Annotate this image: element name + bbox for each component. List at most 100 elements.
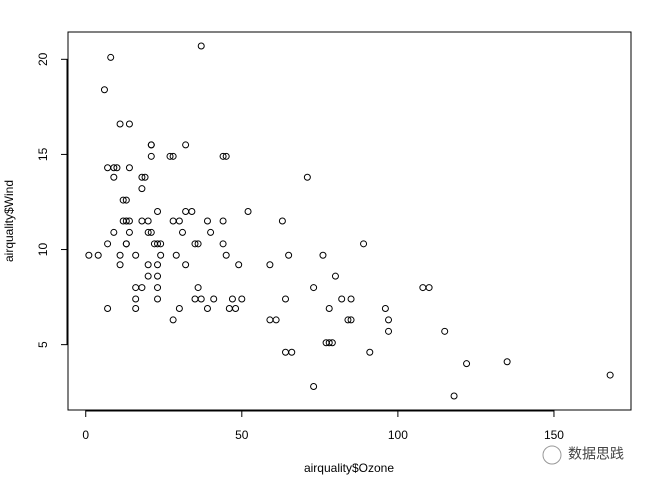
point (178, 228, 186, 236)
point (503, 358, 511, 366)
point (606, 371, 614, 379)
point (347, 295, 355, 303)
point (238, 295, 246, 303)
point (147, 228, 155, 236)
point (203, 305, 211, 312)
x-tick-label: 50 (235, 428, 249, 442)
point (175, 305, 183, 312)
point (228, 295, 236, 303)
point (203, 217, 211, 225)
point (116, 261, 124, 269)
point (110, 164, 118, 172)
point (463, 360, 471, 368)
point (222, 152, 230, 160)
point (381, 305, 389, 312)
point (207, 228, 215, 236)
point (113, 164, 121, 172)
point (138, 173, 146, 181)
point (235, 261, 243, 269)
point (347, 316, 355, 324)
point (182, 207, 190, 215)
y-tick-label: 5 (36, 341, 50, 348)
point (450, 392, 458, 400)
point (222, 251, 230, 259)
y-tick-label: 10 (36, 243, 50, 257)
point (107, 53, 115, 61)
point (425, 284, 433, 292)
point (147, 152, 155, 160)
point (154, 295, 162, 303)
point (266, 261, 274, 269)
point (182, 261, 190, 269)
watermark-text: 数据思践 (568, 446, 624, 462)
point (328, 339, 336, 347)
point (138, 284, 146, 292)
point (288, 348, 296, 356)
point (385, 316, 393, 324)
point (219, 240, 227, 248)
point (119, 196, 127, 204)
point (319, 251, 327, 259)
point (366, 348, 374, 356)
point (100, 86, 108, 94)
point (331, 272, 339, 280)
point (116, 120, 124, 128)
watermark-icon (542, 445, 562, 465)
point (360, 240, 368, 248)
x-tick-label: 100 (388, 428, 408, 442)
point (285, 251, 293, 259)
point (310, 382, 318, 390)
point (154, 240, 162, 248)
point (157, 240, 165, 248)
point (147, 141, 155, 149)
point (132, 295, 140, 303)
point (194, 240, 202, 248)
point (325, 339, 333, 347)
point (154, 207, 162, 215)
point (385, 327, 393, 335)
point (303, 173, 311, 181)
point (94, 251, 102, 259)
point (132, 305, 140, 312)
point (125, 120, 133, 128)
point (182, 141, 190, 149)
point (110, 173, 118, 181)
point (110, 228, 118, 236)
point (104, 305, 112, 312)
plot-frame (67, 31, 632, 411)
point (122, 217, 130, 225)
point (169, 316, 177, 324)
point (85, 251, 93, 259)
y-axis-label: airquality$Wind (2, 180, 16, 262)
point (344, 316, 352, 324)
point (338, 295, 346, 303)
point (194, 284, 202, 292)
point (138, 185, 146, 193)
x-tick-label: 0 (82, 428, 89, 442)
y-tick-label: 20 (36, 52, 50, 66)
point (154, 272, 162, 280)
point (141, 173, 149, 181)
point (122, 196, 130, 204)
point (169, 152, 177, 160)
point (310, 284, 318, 292)
point (119, 217, 127, 225)
point (210, 295, 218, 303)
point (125, 228, 133, 236)
point (282, 295, 290, 303)
point (266, 316, 274, 324)
watermark: 数据思践 (542, 445, 624, 465)
point (132, 251, 140, 259)
point (191, 240, 199, 248)
point (169, 217, 177, 225)
point (157, 251, 165, 259)
point (441, 327, 449, 335)
y-tick-label: 15 (36, 147, 50, 161)
point (125, 164, 133, 172)
point (122, 240, 130, 248)
point (219, 152, 227, 160)
point (144, 261, 152, 269)
point (225, 305, 233, 312)
x-axis-label: airquality$Ozone (304, 461, 394, 475)
